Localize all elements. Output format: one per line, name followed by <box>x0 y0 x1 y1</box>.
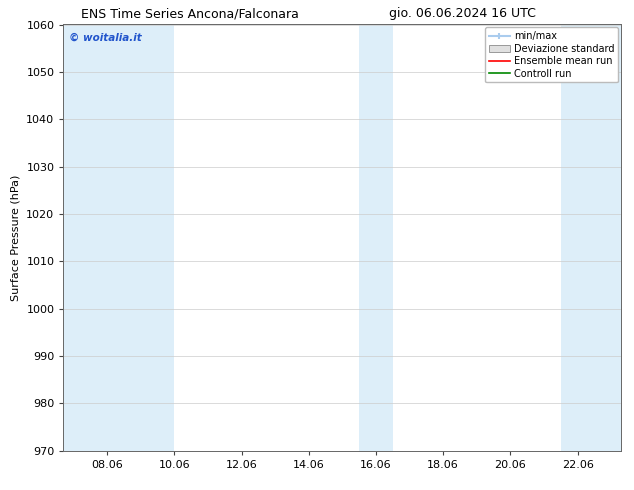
Bar <box>561 24 621 451</box>
Text: ENS Time Series Ancona/Falconara: ENS Time Series Ancona/Falconara <box>81 7 299 21</box>
Y-axis label: Surface Pressure (hPa): Surface Pressure (hPa) <box>11 174 21 301</box>
Legend: min/max, Deviazione standard, Ensemble mean run, Controll run: min/max, Deviazione standard, Ensemble m… <box>485 27 618 82</box>
Bar <box>63 24 107 451</box>
Bar <box>359 24 393 451</box>
Text: © woitalia.it: © woitalia.it <box>69 33 142 43</box>
Text: gio. 06.06.2024 16 UTC: gio. 06.06.2024 16 UTC <box>389 7 536 21</box>
Bar <box>107 24 174 451</box>
